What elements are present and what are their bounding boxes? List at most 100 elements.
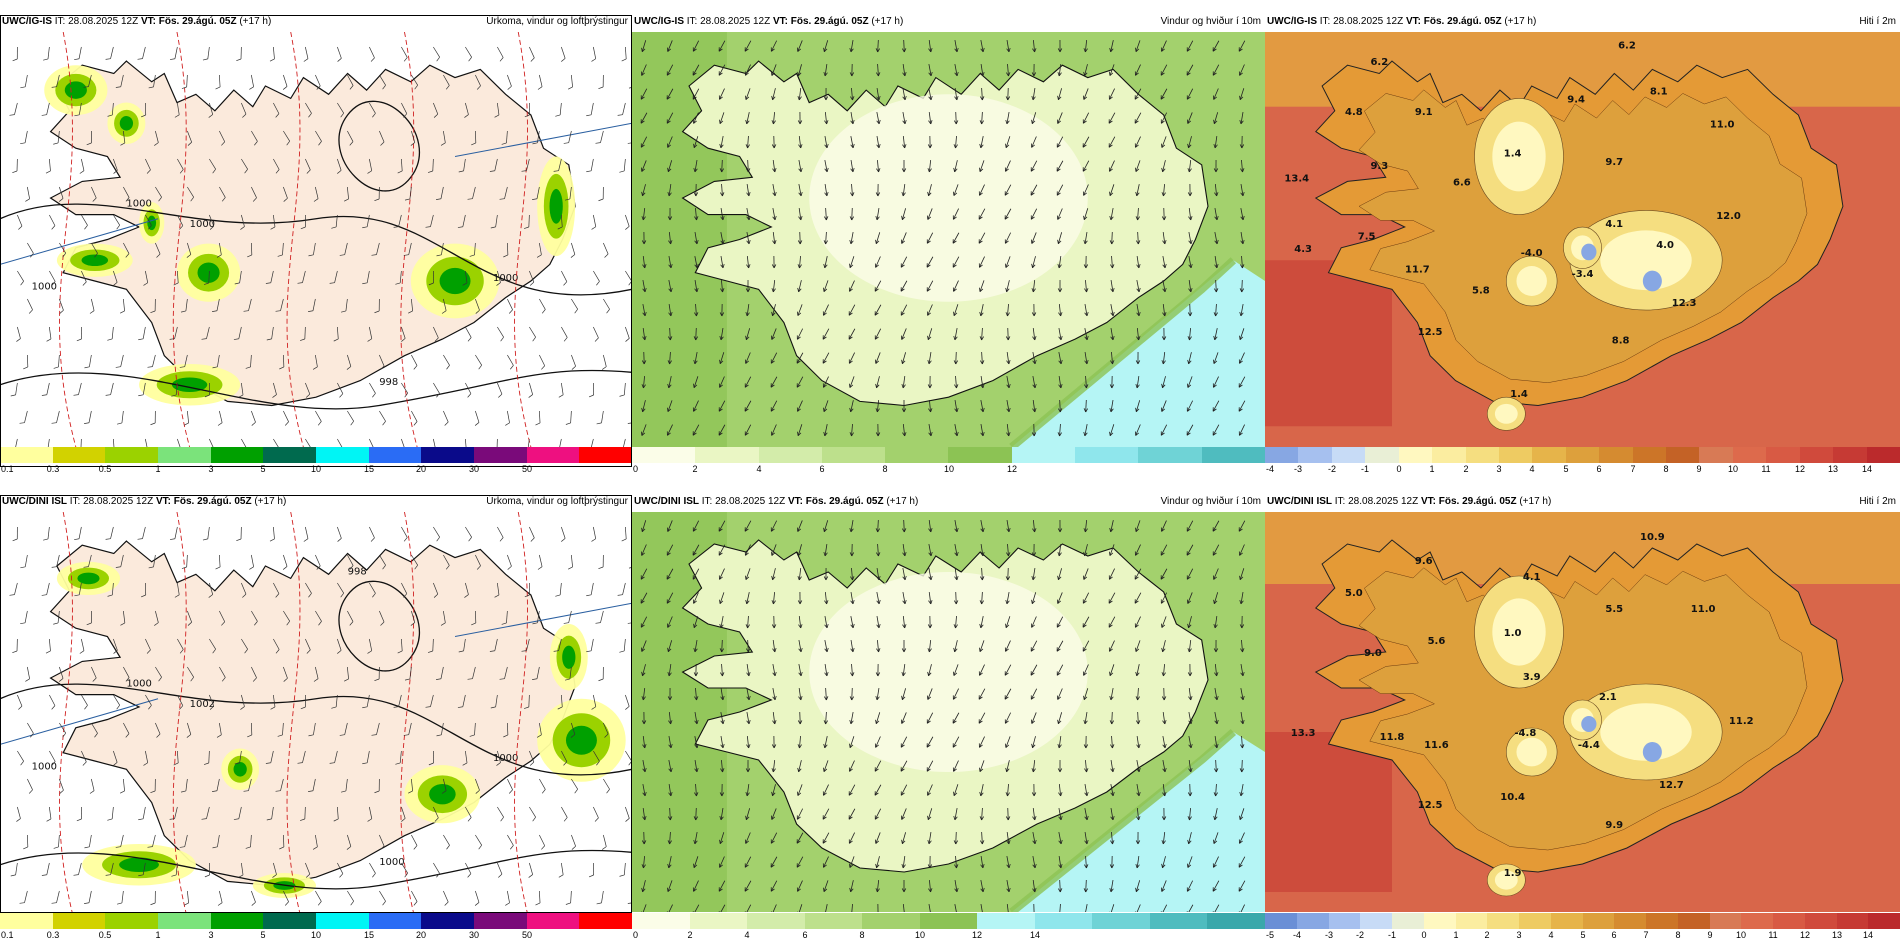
colorbar-tick-label: 0.3: [46, 464, 60, 474]
isotherm-line: [286, 512, 304, 927]
temperature-label: 12.7: [1659, 780, 1684, 791]
temperature-label: 11.6: [1424, 740, 1449, 751]
colorbar-swatch: [421, 447, 475, 463]
wind-field: [809, 94, 1088, 302]
colorbar-swatch: [632, 913, 690, 929]
colorbar-tick-label: 0.1: [1, 464, 14, 474]
temperature-label: 9.9: [1605, 820, 1623, 831]
temperature-label: 11.8: [1380, 732, 1405, 743]
colorbar-labels: -4 -3 -2 -1 0 1 2 3 4 5 6 7 8 9 10 11 12 13 14: [1265, 463, 1900, 475]
graticule-line: [454, 602, 632, 637]
colorbar-swatch: [1632, 447, 1667, 463]
colorbar-tick-label: 3: [1516, 930, 1522, 940]
temperature-label: 4.0: [1656, 240, 1674, 251]
isobar-line: [0, 203, 632, 296]
colorbar-tick-label: 0: [633, 930, 639, 940]
colorbar-swatch: [1011, 447, 1076, 463]
colorbar-tick-label: 11: [1768, 930, 1778, 940]
temperature-label: 12.5: [1418, 327, 1443, 338]
init-time: IT: 28.08.2025 12Z: [54, 16, 139, 27]
colorbar-tick-label: 30: [468, 464, 480, 474]
isotherm-line: [59, 512, 77, 927]
panel-title: Vindur og hviður í 10m: [1160, 16, 1261, 27]
temperature-label: 13.3: [1291, 728, 1316, 739]
colorbar-swatch: [1804, 913, 1837, 929]
temperature-label: 11.0: [1710, 119, 1735, 130]
isotherm-line: [514, 32, 532, 447]
temp-map: 6.2 6.2 4.8 9.1 9.4 8.1 11.0 13.4 9.3 1.4 9.7 6.6 12…: [1265, 32, 1900, 447]
colorbar-swatch: [695, 447, 759, 463]
panel-title: Úrkoma, vindur og loftþrýstingur: [486, 496, 628, 507]
init-time: IT: 28.08.2025 12Z: [701, 496, 786, 507]
colorbar-tick-label: 12: [971, 930, 983, 940]
isobar-line: [0, 369, 632, 410]
colorbar-tick-label: -4: [1266, 464, 1275, 474]
panel-header: UWC/IG-IS IT: 28.08.2025 12Z VT: Fös. 29…: [0, 12, 632, 32]
isotherm-line: [400, 32, 418, 447]
colorbar-swatch: [1092, 913, 1150, 929]
colorbar-tick-label: 6: [819, 464, 825, 474]
colorbar-tick-label: 3: [1496, 464, 1502, 474]
panel-header: UWC/IG-IS IT: 28.08.2025 12Z VT: Fös. 29…: [632, 12, 1265, 32]
colorbar-tick-label: 10: [914, 930, 926, 940]
colorbar-swatch: [52, 447, 106, 463]
panel-title: Hiti í 2m: [1859, 16, 1896, 27]
colorbar-swatch: [368, 447, 422, 463]
graticule-line: [454, 122, 632, 157]
colorbar-tick-label: 8: [1675, 930, 1681, 940]
valid-time: VT: Fös. 29.ágú. 05Z: [155, 496, 252, 507]
colorbar-swatch: [263, 447, 317, 463]
cold-area: [1642, 742, 1662, 762]
colorbar-tick-label: 5: [260, 930, 266, 940]
colorbar-swatch: [862, 913, 920, 929]
temperature-label: -4.0: [1521, 248, 1543, 259]
colorbar-tick-label: 0.5: [98, 464, 112, 474]
valid-time: VT: Fös. 29.ágú. 05Z: [1420, 496, 1517, 507]
colorbar-tick-label: 7: [1643, 930, 1649, 940]
row1-wind-panel: UWC/IG-IS IT: 28.08.2025 12Z VT: Fös. 29…: [632, 12, 1265, 474]
cold-area: [1494, 403, 1518, 424]
colorbar-tick-label: -5: [1266, 930, 1275, 940]
colorbar-tick-label: 14: [1862, 930, 1874, 940]
colorbar-swatch: [1799, 447, 1834, 463]
colorbar-swatch: [1360, 913, 1392, 929]
panel-title: Úrkoma, vindur og loftþrýstingur: [486, 16, 628, 27]
colorbar-swatch: [1732, 447, 1767, 463]
colorbar-swatch: [1498, 447, 1533, 463]
colorbar-swatch: [1868, 913, 1900, 929]
isobar-label: 1000: [126, 198, 151, 209]
colorbar-tick-label: 4: [756, 464, 762, 474]
colorbar-tick-label: 10: [1735, 930, 1747, 940]
temperature-label: 7.5: [1358, 232, 1376, 243]
colorbar-tick-label: 6: [1611, 930, 1617, 940]
temperature-label: 9.7: [1605, 157, 1623, 168]
temperature-label: 5.8: [1472, 285, 1490, 296]
colorbar-swatch: [632, 447, 696, 463]
colorbar-tick-label: 14: [1861, 464, 1873, 474]
colorbar-swatch: [1487, 913, 1519, 929]
colorbar-tick-label: 9: [1707, 930, 1713, 940]
isobar-label: 998: [348, 566, 367, 577]
temperature-label: 5.0: [1345, 588, 1363, 599]
isobar-line: [0, 849, 632, 890]
isobar-label: 1000: [379, 857, 404, 868]
colorbar-swatch: [158, 447, 211, 463]
panel-header: UWC/IG-IS IT: 28.08.2025 12Z VT: Fös. 29…: [1265, 12, 1900, 32]
colorbar-tick-label: -4: [1292, 930, 1302, 940]
isobar-label: 1000: [493, 273, 518, 284]
colorbar-tick-label: 8: [1663, 464, 1669, 474]
precip-map: 1002 1000 1000 1000 1000 998: [0, 512, 632, 927]
lead-time: (+17 h): [254, 496, 287, 507]
temperature-label: 10.4: [1500, 792, 1525, 803]
init-time: IT: 28.08.2025 12Z: [69, 496, 154, 507]
init-time: IT: 28.08.2025 12Z: [1334, 496, 1419, 507]
precip-area: [147, 215, 157, 231]
colorbar-tick-label: 1: [155, 464, 161, 474]
colorbar-tick-label: 5: [260, 464, 266, 474]
colorbar-swatch: [1699, 447, 1733, 463]
isobar-label: 1002: [190, 699, 215, 710]
precip-area: [81, 254, 109, 267]
colorbar-tick-label: 1: [155, 930, 161, 940]
temperature-label: 11.7: [1405, 265, 1430, 276]
colorbar-tick-label: 13: [1831, 930, 1843, 940]
